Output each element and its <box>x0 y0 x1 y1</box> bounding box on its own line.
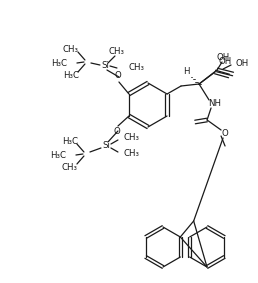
Text: OH: OH <box>216 53 230 63</box>
Text: OH: OH <box>235 59 248 68</box>
Text: CH₃: CH₃ <box>62 164 78 173</box>
Text: CH₃: CH₃ <box>124 149 140 158</box>
Text: O: O <box>114 128 120 136</box>
Text: H₃C: H₃C <box>63 72 79 80</box>
Text: CH₃: CH₃ <box>109 48 125 57</box>
Text: H₃C: H₃C <box>51 59 67 68</box>
Text: Si: Si <box>101 61 109 70</box>
Text: H₃C: H₃C <box>62 136 78 145</box>
Text: CH₃: CH₃ <box>63 44 79 53</box>
Text: OH: OH <box>219 57 232 65</box>
Text: Si: Si <box>102 142 110 151</box>
Text: H₃C: H₃C <box>50 151 66 160</box>
Text: NH: NH <box>208 100 222 108</box>
Text: H: H <box>183 67 189 76</box>
Text: CH₃: CH₃ <box>129 63 145 72</box>
Text: CH₃: CH₃ <box>124 134 140 143</box>
Text: O: O <box>115 72 121 80</box>
Text: O: O <box>222 130 228 138</box>
